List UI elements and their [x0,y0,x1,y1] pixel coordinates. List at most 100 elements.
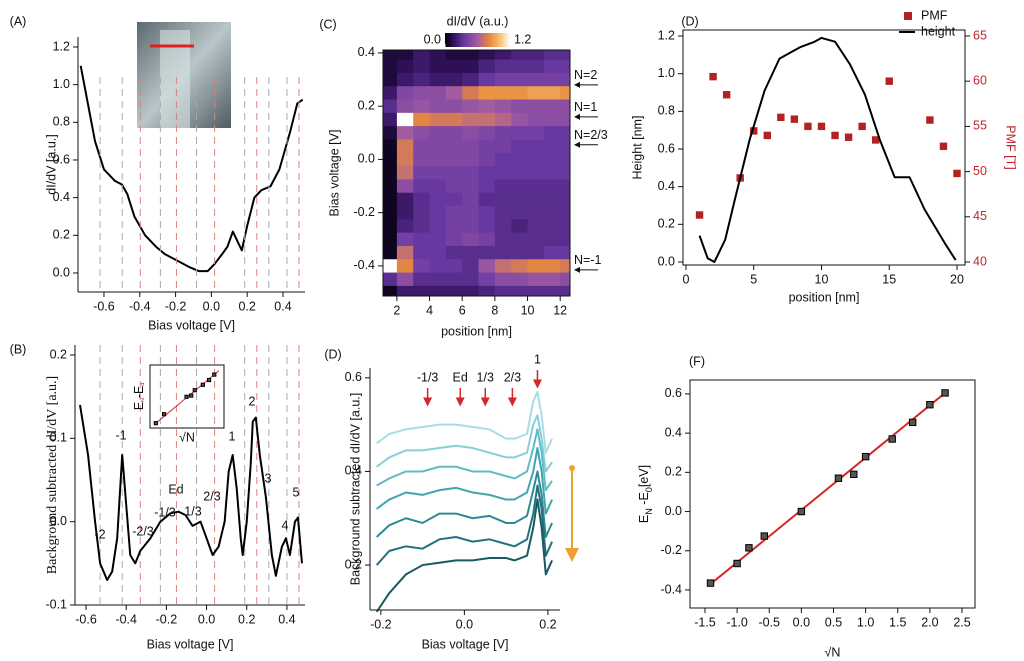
plot-frame [682,29,966,266]
heatmap-cell [429,112,447,127]
y-tick-label: 0.2 [665,465,682,479]
data-line [698,36,957,263]
x-tick-label: 2 [393,303,400,317]
x-tick-label: 2.5 [953,615,970,629]
peak-label: 2/3 [504,370,521,384]
heatmap-cell [383,259,398,274]
heatmap-cell [396,192,414,207]
y-tick-label: 0.4 [658,179,675,193]
label-part: N [644,508,654,515]
data-point [861,452,870,461]
x-tick-label: 1.5 [889,615,906,629]
legend-label: height [921,24,956,38]
y-axis-label: EN-Ed [132,383,146,410]
heatmap-cell [543,112,561,127]
colorbar [445,33,510,47]
heatmap-cell [445,285,463,296]
data-point [834,474,843,482]
marker-label: N=-1 [574,253,601,267]
x-tick-label: 0.5 [825,615,842,629]
heatmap-cell [462,152,480,167]
data-point [831,131,839,140]
x-tick-label: -0.5 [758,615,780,629]
x-tick-label: 0.0 [198,612,215,626]
data-point [777,113,785,122]
x-tick-label: -1.0 [726,615,748,629]
heatmap-cell [527,245,545,260]
heatmap-cell [511,232,529,247]
data-line [376,414,553,473]
heatmap-cell [478,139,496,154]
label-part: N [140,398,146,402]
heatmap-cell [478,192,496,207]
data-point [858,122,866,131]
heatmap-cell [478,166,496,180]
x-tick-label: -0.4 [129,299,151,313]
x-tick-label: 15 [882,272,896,286]
x-tick-label: -0.6 [75,612,97,626]
x-axis-label: √N [179,430,195,444]
data-line [376,428,553,492]
heatmap-cell [527,72,545,87]
heatmap-cell [445,219,463,234]
heatmap-cell [543,232,561,247]
heatmap-cell [527,139,545,154]
heatmap-cell [413,219,431,234]
x-axis-label: Bias voltage [V] [147,637,234,651]
heatmap-cell [383,285,398,296]
plot-frame [149,364,225,429]
heatmap-cell [413,99,431,114]
heatmap-cell [478,206,496,220]
heatmap-cell [462,59,480,74]
y-axis-label: dI/dV [a.u.] [44,134,58,194]
heatmap-cell [396,86,414,101]
label-part: [eV] [637,465,651,487]
heatmap-cell [560,50,570,61]
y-tick-label: 0.0 [50,514,67,528]
peak-label: 2/3 [203,489,220,503]
x-axis-label: Bias voltage [V] [148,318,235,332]
heatmap-cell [560,139,570,154]
y-tick-label: 1.2 [53,39,70,53]
heatmap-cell [478,285,496,296]
y2-axis-label: PMF [T] [1004,125,1018,169]
x-tick-label: 0.2 [238,612,255,626]
data-point [888,435,896,443]
heatmap-cell [429,232,447,247]
heatmap-cell [494,86,512,101]
label-part: E [637,515,651,523]
heatmap-cell [511,166,529,180]
heatmap-cell [383,59,398,74]
heatmap-cell [413,259,431,274]
peak-label: -1/3 [417,370,439,384]
heatmap-cell [560,259,570,274]
x-tick-label: -0.6 [93,299,115,313]
y-tick-label: -0.2 [353,205,375,219]
heatmap-cell [511,126,529,140]
heatmap-cell [445,152,463,167]
heatmap-cell [494,285,512,296]
heatmap-cell [527,285,545,296]
heatmap-cell [413,72,431,87]
heatmap-cell [494,139,512,154]
y-tick-label: -0.4 [660,582,682,596]
heatmap-cell [383,272,398,287]
plot-frame [382,49,571,297]
heatmap-cell [445,259,463,274]
data-point [926,401,934,409]
y-tick-label: 0.6 [665,386,682,400]
heatmap-cell [543,72,561,87]
heatmap-cell [413,206,431,220]
data-point [722,91,731,99]
panel-label: (F) [689,354,705,368]
y-axis-label: Background subtracted dI/dV [a.u.] [45,376,60,574]
peak-label: 2 [249,394,256,408]
heatmap-cell [396,99,414,114]
heatmap-cell [429,139,447,154]
heatmap-cell [527,219,545,234]
data-point [844,133,853,141]
heatmap-cell [445,272,463,287]
y-tick-label: 0.8 [658,104,675,118]
heatmap-cell [383,99,398,114]
heatmap-cell [396,179,414,194]
